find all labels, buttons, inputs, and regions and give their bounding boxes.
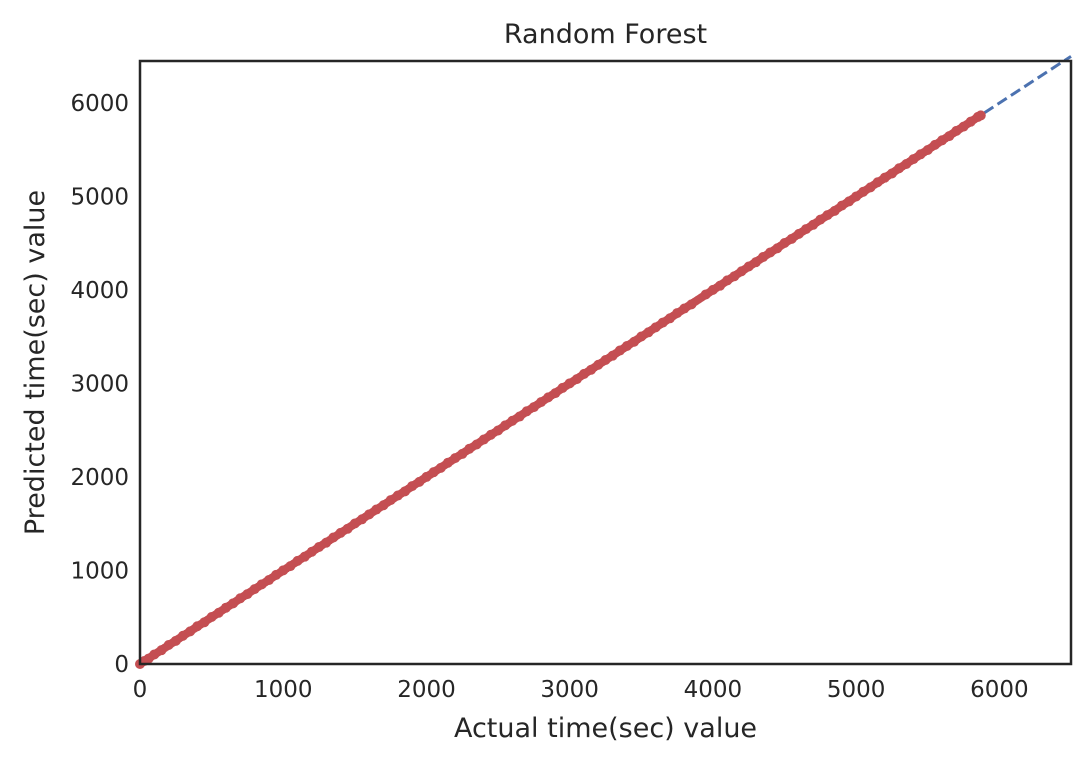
data-point xyxy=(536,397,547,408)
data-point xyxy=(299,551,310,562)
x-axis-label: Actual time(sec) value xyxy=(454,713,757,744)
data-point xyxy=(872,177,883,188)
data-point xyxy=(378,500,389,511)
data-point xyxy=(965,116,976,127)
data-point xyxy=(808,219,819,230)
x-tick-label: 5000 xyxy=(827,677,886,703)
y-axis-label: Predicted time(sec) value xyxy=(20,190,51,535)
data-point xyxy=(342,523,353,534)
data-point xyxy=(571,374,582,385)
data-points xyxy=(135,110,986,669)
data-point xyxy=(715,280,726,291)
data-point xyxy=(586,364,597,375)
data-point xyxy=(271,569,282,580)
plot-area xyxy=(135,55,1073,669)
data-point xyxy=(851,191,862,202)
data-point xyxy=(786,233,797,244)
data-point xyxy=(829,205,840,216)
y-tick-label: 0 xyxy=(114,652,129,678)
y-tick-label: 4000 xyxy=(70,278,129,304)
data-point xyxy=(629,336,640,347)
data-point xyxy=(306,546,317,557)
data-point xyxy=(285,561,296,572)
data-point xyxy=(199,617,210,628)
data-point xyxy=(478,434,489,445)
data-point xyxy=(514,411,525,422)
data-point xyxy=(944,131,955,142)
data-point xyxy=(442,457,453,468)
data-point xyxy=(528,402,539,413)
data-point xyxy=(672,308,683,319)
data-point xyxy=(435,462,446,473)
data-point xyxy=(493,425,504,436)
data-point xyxy=(843,196,854,207)
data-point xyxy=(328,532,339,543)
data-point xyxy=(922,145,933,156)
axis-ticks: 0 1000 2000 3000 4000 5000 6000 0 1000 2000 3000 40… xyxy=(70,91,1028,703)
data-point xyxy=(736,266,747,277)
data-point xyxy=(457,448,468,459)
data-point xyxy=(700,289,711,300)
data-point xyxy=(643,327,654,338)
data-point xyxy=(364,509,375,520)
data-point xyxy=(614,345,625,356)
data-point xyxy=(593,359,604,370)
data-point xyxy=(557,382,568,393)
data-point xyxy=(686,299,697,310)
data-point xyxy=(886,168,897,179)
x-tick-label: 2000 xyxy=(397,677,456,703)
data-point xyxy=(729,271,740,282)
x-tick-label: 6000 xyxy=(970,677,1029,703)
x-tick-label: 4000 xyxy=(684,677,743,703)
data-point xyxy=(772,243,783,254)
x-tick-label: 0 xyxy=(133,677,148,703)
data-point xyxy=(650,322,661,333)
data-point xyxy=(263,575,274,586)
data-point xyxy=(399,486,410,497)
data-point xyxy=(815,214,826,225)
y-tick-label: 6000 xyxy=(70,91,129,117)
y-tick-label: 3000 xyxy=(70,372,129,398)
data-point xyxy=(170,635,181,646)
data-point xyxy=(607,350,618,361)
plot-frame xyxy=(138,59,1073,666)
data-point xyxy=(901,159,912,170)
data-point xyxy=(249,584,260,595)
data-point xyxy=(750,257,761,268)
x-tick-label: 1000 xyxy=(254,677,313,703)
data-point xyxy=(793,228,804,239)
data-point xyxy=(385,495,396,506)
data-point xyxy=(414,476,425,487)
data-point xyxy=(929,139,940,150)
data-point xyxy=(865,182,876,193)
data-point xyxy=(500,420,511,431)
data-point xyxy=(242,589,253,600)
data-point xyxy=(156,645,167,656)
y-tick-label: 5000 xyxy=(70,185,129,211)
data-point xyxy=(177,630,188,641)
data-point xyxy=(228,598,239,609)
data-point xyxy=(664,313,675,324)
data-point xyxy=(421,471,432,482)
data-point xyxy=(220,602,231,613)
data-point xyxy=(471,439,482,450)
data-point xyxy=(958,121,969,132)
data-point xyxy=(321,537,332,548)
data-point xyxy=(758,252,769,263)
data-point xyxy=(185,626,196,637)
chart-title: Random Forest xyxy=(504,19,707,50)
y-tick-label: 1000 xyxy=(70,559,129,585)
data-point xyxy=(213,607,224,618)
data-point xyxy=(357,514,368,525)
x-tick-label: 3000 xyxy=(540,677,599,703)
data-point xyxy=(908,154,919,165)
y-tick-label: 2000 xyxy=(70,465,129,491)
data-point xyxy=(550,388,561,399)
data-point xyxy=(975,110,986,121)
